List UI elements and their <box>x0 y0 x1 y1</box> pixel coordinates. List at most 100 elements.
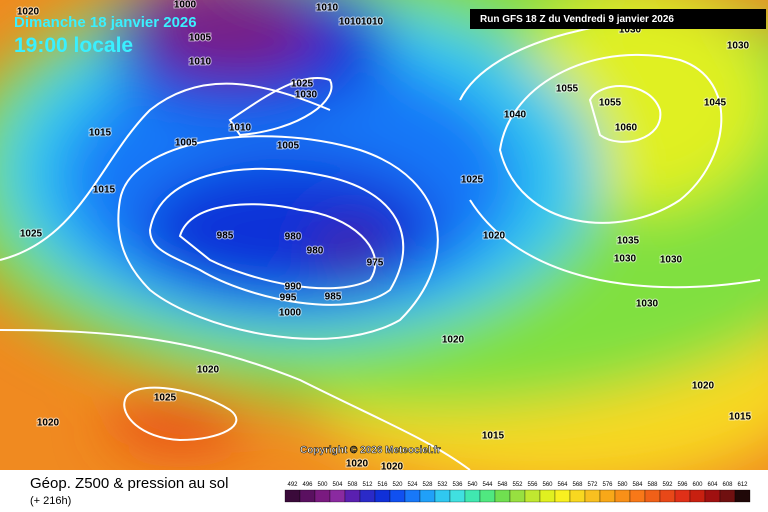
scale-label: 604 <box>707 482 718 488</box>
isobar-label: 1020 <box>442 335 465 346</box>
scale-label: 552 <box>512 482 523 488</box>
isobar-label: 980 <box>285 232 302 243</box>
isobar-label: 1005 <box>277 141 300 152</box>
isobar-label: 975 <box>367 258 384 269</box>
scale-label: 508 <box>347 482 358 488</box>
scale-label: 576 <box>602 482 613 488</box>
scale-label: 524 <box>407 482 418 488</box>
scale-label: 556 <box>527 482 538 488</box>
isobar-label: 990 <box>285 282 302 293</box>
scale-label: 572 <box>587 482 598 488</box>
isobar-label: 1005 <box>175 138 198 149</box>
isobar-label: 1020 <box>17 7 40 18</box>
isobar-label: 1030 <box>614 254 637 265</box>
scale-swatch <box>524 489 541 503</box>
scale-label: 560 <box>542 482 553 488</box>
isobar-label: 1010 <box>361 17 384 28</box>
scale-label: 520 <box>392 482 403 488</box>
scale-label: 608 <box>722 482 733 488</box>
scale-label: 580 <box>617 482 628 488</box>
scale-swatch <box>374 489 391 503</box>
isobar-label: 1025 <box>461 175 484 186</box>
scale-swatch <box>389 489 406 503</box>
scale-swatch <box>314 489 331 503</box>
scale-label: 540 <box>467 482 478 488</box>
scale-swatch <box>584 489 601 503</box>
isobar-label: 1010 <box>189 57 212 68</box>
scale-swatch <box>434 489 451 503</box>
scale-swatch <box>284 489 301 503</box>
scale-swatch <box>464 489 481 503</box>
isobar-label: 1015 <box>482 431 505 442</box>
scale-label: 584 <box>632 482 643 488</box>
scale-swatch <box>449 489 466 503</box>
isobar-label: 1045 <box>704 98 727 109</box>
scale-swatch <box>569 489 586 503</box>
scale-swatch <box>719 489 736 503</box>
scale-swatch <box>509 489 526 503</box>
scale-swatch <box>674 489 691 503</box>
scale-swatch <box>659 489 676 503</box>
isobar-label: 1025 <box>20 229 43 240</box>
isobar-label: 1030 <box>295 90 318 101</box>
isobar-label: 1030 <box>636 299 659 310</box>
isobar-label: 1015 <box>729 412 752 423</box>
isobar-label: 1055 <box>599 98 622 109</box>
isobar-label: 1020 <box>692 381 715 392</box>
isobar-label: 985 <box>325 292 342 303</box>
isobar-label: 1030 <box>727 41 750 52</box>
scale-swatch <box>419 489 436 503</box>
legend-title: Géop. Z500 & pression au sol <box>30 475 228 492</box>
isobar-label: 1015 <box>93 185 116 196</box>
scale-swatch <box>359 489 376 503</box>
scale-label: 492 <box>287 482 298 488</box>
scale-swatch <box>344 489 361 503</box>
isobar-label: 1025 <box>154 393 177 404</box>
isobar-label: 985 <box>217 231 234 242</box>
legend-subtitle: (+ 216h) <box>30 495 71 507</box>
run-box <box>470 9 766 29</box>
scale-label: 548 <box>497 482 508 488</box>
scale-swatch <box>704 489 721 503</box>
scale-swatch <box>329 489 346 503</box>
isobar-label: 1010 <box>339 17 362 28</box>
scale-label: 532 <box>437 482 448 488</box>
isobar-label: 1040 <box>504 110 527 121</box>
scale-swatch <box>644 489 661 503</box>
scale-swatch <box>629 489 646 503</box>
scale-swatch <box>734 489 751 503</box>
scale-swatch <box>494 489 511 503</box>
scale-label: 500 <box>317 482 328 488</box>
scale-swatch <box>404 489 421 503</box>
scale-swatch <box>539 489 556 503</box>
isobar-label: 1055 <box>556 84 579 95</box>
isobar-label: 1005 <box>189 33 212 44</box>
isobar-label: 1060 <box>615 123 638 134</box>
forecast-date: Dimanche 18 janvier 2026 <box>14 14 197 31</box>
scale-label: 504 <box>332 482 343 488</box>
isobar-label: 1015 <box>89 128 112 139</box>
scale-label: 588 <box>647 482 658 488</box>
isobar-label: 1020 <box>197 365 220 376</box>
isobar-label: 1035 <box>617 236 640 247</box>
isobar-label: 1020 <box>346 459 369 470</box>
isobar-label: 1030 <box>660 255 683 266</box>
scale-swatch <box>614 489 631 503</box>
scale-label: 516 <box>377 482 388 488</box>
isobar-label: 995 <box>280 293 297 304</box>
copyright: Copyright © 2026 Meteociel.fr <box>300 445 441 456</box>
scale-swatch <box>479 489 496 503</box>
scale-label: 528 <box>422 482 433 488</box>
scale-label: 564 <box>557 482 568 488</box>
isobar-label: 1010 <box>316 3 339 14</box>
scale-label: 612 <box>737 482 748 488</box>
isobar-label: 1000 <box>279 308 302 319</box>
scale-label: 592 <box>662 482 673 488</box>
isobar-label: 1010 <box>229 123 252 134</box>
scale-swatch <box>299 489 316 503</box>
scale-label: 512 <box>362 482 373 488</box>
isobar-label: 1020 <box>37 418 60 429</box>
scale-label: 496 <box>302 482 313 488</box>
forecast-time: 19:00 locale <box>14 34 133 57</box>
scale-label: 596 <box>677 482 688 488</box>
